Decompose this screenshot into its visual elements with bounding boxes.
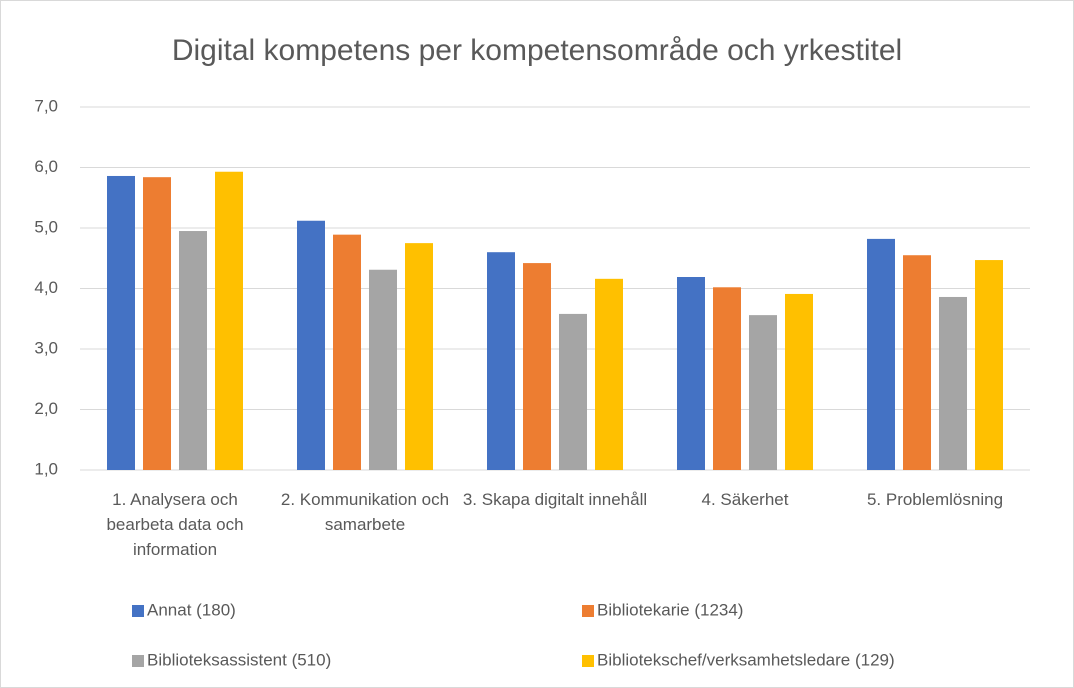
bar [903, 255, 931, 470]
bar [975, 260, 1003, 470]
y-tick-label: 1,0 [34, 459, 58, 478]
x-tick-label: 4. Säkerhet [701, 490, 789, 509]
x-tick-label: 2. Kommunikation och samarbete [280, 490, 450, 534]
bar [405, 243, 433, 470]
x-tick-label: 5. Problemlösning [866, 490, 1004, 509]
y-tick-label: 3,0 [34, 338, 58, 357]
y-tick-label: 7,0 [34, 96, 58, 115]
legend-swatch [582, 605, 594, 617]
legend-label: Biblioteksassistent (510) [147, 650, 331, 669]
bar [107, 175, 135, 470]
bar [713, 287, 741, 470]
legend-label: Annat (180) [147, 600, 236, 619]
bar [179, 231, 207, 470]
bar [523, 263, 551, 470]
bar [333, 234, 361, 470]
bar [939, 296, 967, 470]
bar [749, 315, 777, 470]
bar [559, 313, 587, 470]
bar [595, 278, 623, 470]
bar [369, 269, 397, 470]
legend-label: Bibliotekschef/verksamhetsledare (129) [597, 650, 895, 669]
bar [785, 293, 813, 470]
bar [867, 238, 895, 470]
bar [487, 252, 515, 470]
x-tick-label: 1. Analysera och bearbeta data och infor… [106, 490, 244, 559]
x-tick-label: 3. Skapa digitalt innehåll [462, 490, 648, 509]
y-tick-label: 5,0 [34, 217, 58, 236]
legend-label: Bibliotekarie (1234) [597, 600, 743, 619]
legend-swatch [132, 655, 144, 667]
legend-swatch [132, 605, 144, 617]
bar [143, 177, 171, 470]
y-tick-label: 6,0 [34, 157, 58, 176]
bar [297, 220, 325, 470]
bar [677, 277, 705, 470]
legend-swatch [582, 655, 594, 667]
y-tick-label: 2,0 [34, 399, 58, 418]
bar [215, 171, 243, 471]
y-tick-label: 4,0 [34, 278, 58, 297]
chart-title: Digital kompetens per kompetensområde oc… [172, 34, 902, 67]
